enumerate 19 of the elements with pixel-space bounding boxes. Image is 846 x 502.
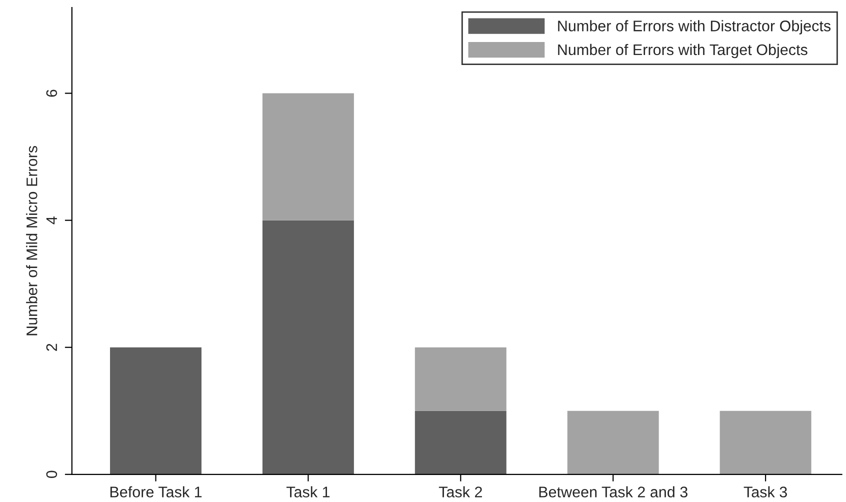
x-tick-label: Task 2: [438, 486, 482, 498]
y-axis-title: Number of Mild Micro Errors: [26, 146, 38, 336]
x-tick-label: Task 1: [286, 486, 330, 498]
bar: [262, 220, 354, 474]
bar: [414, 347, 506, 411]
bar: [262, 93, 354, 220]
y-tick-label: 4: [46, 216, 57, 224]
x-tick-label: Before Task 1: [110, 486, 202, 498]
bar: [414, 410, 506, 474]
legend-label: Number of Errors with Distractor Objects: [558, 20, 831, 34]
x-tick-label: Task 3: [744, 486, 787, 498]
bar: [110, 347, 202, 474]
y-tick-label: 6: [46, 90, 58, 97]
x-tick-label: Between Task 2 and 3: [539, 486, 688, 498]
y-tick-label: 2: [46, 344, 57, 351]
bar: [567, 410, 659, 474]
legend-label: Number of Errors with Target Objects: [558, 44, 808, 58]
bar: [720, 410, 812, 474]
y-tick-label: 0: [46, 470, 58, 478]
